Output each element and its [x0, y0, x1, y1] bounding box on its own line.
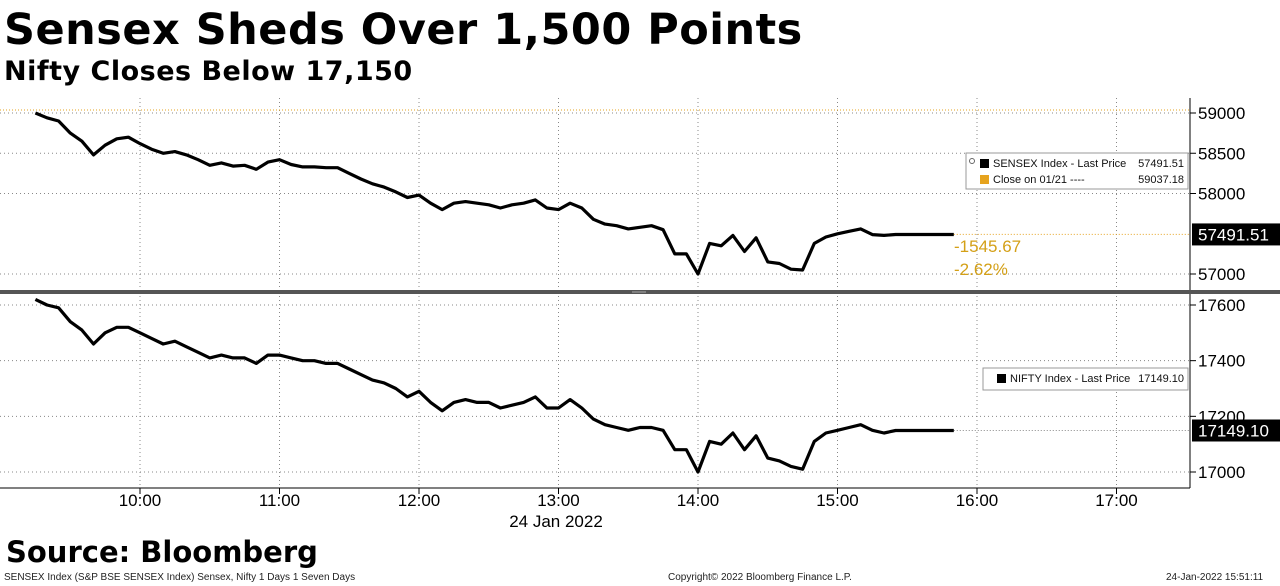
legend-entry-label: Close on 01/21 ---- — [993, 174, 1085, 186]
legend-swatch — [980, 159, 989, 168]
legend-entry-value: 17149.10 — [1138, 373, 1184, 385]
legend-box — [965, 152, 1189, 190]
x-tick-label: 17:00 — [1095, 491, 1138, 510]
legend-swatch — [980, 175, 989, 184]
y-tick-label: 58000 — [1198, 185, 1245, 204]
y-tick-label: 59000 — [1198, 104, 1245, 123]
x-tick-label: 10:00 — [119, 491, 162, 510]
last-price-label: 17149.10 — [1198, 422, 1269, 441]
change-percent: -2.62% — [954, 260, 1008, 279]
x-tick-label: 11:00 — [259, 491, 300, 510]
footer-timestamp: 24-Jan-2022 15:51:11 — [1166, 572, 1264, 583]
legend-entry-value: 59037.18 — [1138, 174, 1184, 186]
legend-box — [982, 367, 1189, 391]
change-points: -1545.67 — [954, 237, 1021, 256]
last-price-box — [1192, 223, 1280, 246]
chart-subtitle: Nifty Closes Below 17,150 — [4, 56, 413, 87]
sensex-panel: 59000 58500 58000 57000 57491.51 SENSEX Index… — [0, 98, 1280, 290]
y-tick-label: 58500 — [1198, 144, 1245, 163]
last-price-label: 57491.51 — [1198, 225, 1269, 244]
x-tick-label: 13:00 — [537, 491, 580, 510]
y-tick-label: 57000 — [1198, 265, 1245, 284]
x-tick-label: 16:00 — [956, 491, 999, 510]
x-axis: 10:00 11:00 12:00 13:00 14:00 15:00 16:00 17:00… — [0, 98, 1280, 531]
y-tick-label: 17600 — [1198, 296, 1245, 315]
legend-entry-label: NIFTY Index - Last Price — [1010, 373, 1130, 385]
y-tick-label: 17000 — [1198, 463, 1245, 482]
y-tick-label: 17400 — [1198, 352, 1245, 371]
source-label: Source: Bloomberg — [6, 535, 318, 569]
x-tick-label: 15:00 — [816, 491, 859, 510]
chart-title: Sensex Sheds Over 1,500 Points — [4, 5, 803, 55]
last-price-box — [1192, 419, 1280, 442]
nifty-series-line — [34, 297, 954, 474]
x-date-label: 24 Jan 2022 — [509, 512, 603, 531]
legend-handle-icon — [969, 158, 975, 164]
footer-copyright: Copyright© 2022 Bloomberg Finance L.P. — [668, 572, 852, 583]
x-tick-label: 12:00 — [398, 491, 441, 510]
legend-swatch — [997, 374, 1006, 383]
legend-entry-value: 57491.51 — [1138, 158, 1184, 170]
sensex-series-line — [34, 111, 954, 276]
legend-entry-label: SENSEX Index - Last Price — [993, 158, 1126, 170]
x-tick-label: 14:00 — [677, 491, 720, 510]
footer-description: SENSEX Index (S&P BSE SENSEX Index) Sens… — [4, 572, 356, 583]
